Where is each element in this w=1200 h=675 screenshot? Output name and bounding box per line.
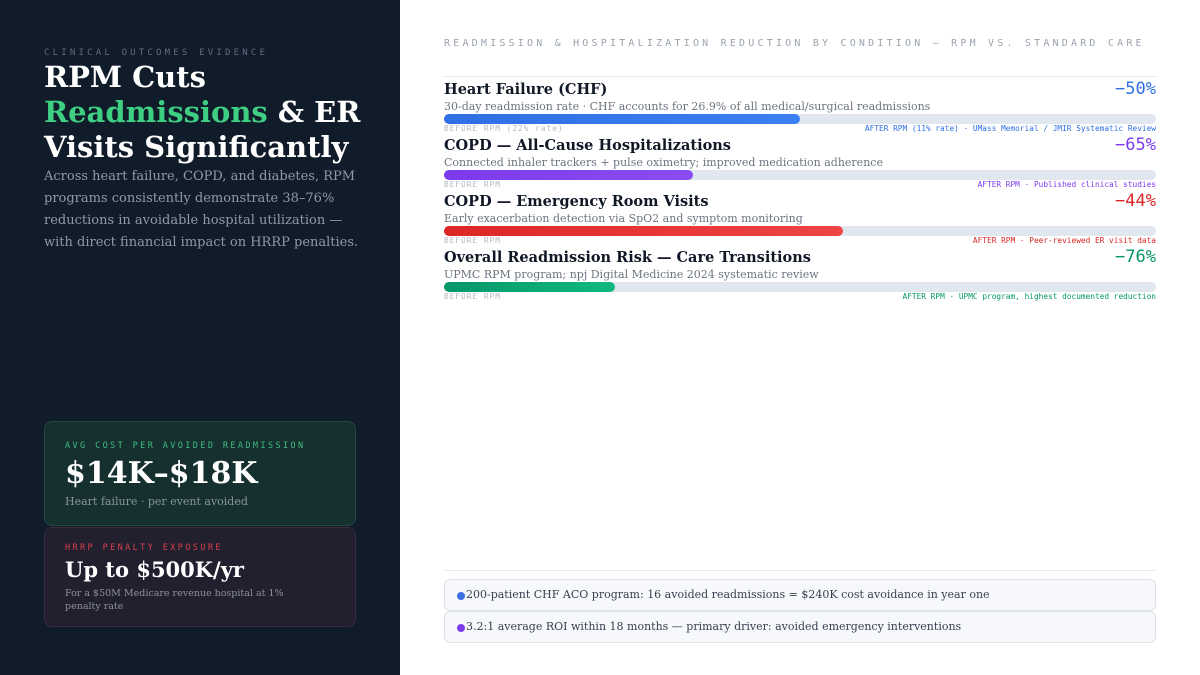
progress-track — [444, 282, 1156, 292]
progress-track — [444, 114, 1156, 124]
card-label: HRRP PENALTY EXPOSURE — [65, 543, 223, 553]
left-panel: CLINICAL OUTCOMES EVIDENCE RPM Cuts Read… — [0, 0, 400, 675]
headline-line-1: RPM Cuts — [44, 60, 206, 94]
reduction-percent: −44% — [1115, 191, 1156, 211]
before-label: BEFORE RPM — [444, 292, 501, 301]
card-label: AVG COST PER AVOIDED READMISSION — [65, 441, 306, 451]
condition-description: UPMC RPM program; npj Digital Medicine 2… — [444, 268, 819, 281]
headline-accent: Readmissions — [44, 95, 268, 129]
reduction-percent: −76% — [1115, 247, 1156, 267]
divider — [444, 76, 1156, 77]
reduction-percent: −50% — [1115, 79, 1156, 99]
reduction-percent: −65% — [1115, 135, 1156, 155]
progress-fill — [444, 282, 615, 292]
callout-note: 3.2:1 average ROI within 18 months — pri… — [444, 611, 1156, 643]
condition-row: COPD — Emergency Room Visits −44% Early … — [444, 190, 1156, 246]
hrrp-penalty-card: HRRP PENALTY EXPOSURE Up to $500K/yr For… — [44, 527, 356, 627]
after-label: AFTER RPM · UPMC program, highest docume… — [902, 292, 1156, 301]
after-label: AFTER RPM (11% rate) · UMass Memorial / … — [864, 124, 1156, 133]
bullet-dot-icon — [457, 624, 465, 632]
headline-line-2-rest: & ER — [267, 95, 361, 129]
condition-name: COPD — All-Cause Hospitalizations — [444, 137, 731, 154]
section-title: READMISSION & HOSPITALIZATION REDUCTION … — [444, 38, 1145, 49]
condition-name: Overall Readmission Risk — Care Transiti… — [444, 249, 811, 266]
progress-fill — [444, 226, 843, 236]
before-label: BEFORE RPM (22% rate) — [444, 124, 564, 133]
cost-per-readmission-card: AVG COST PER AVOIDED READMISSION $14K–$1… — [44, 421, 356, 526]
progress-fill — [444, 170, 694, 180]
before-label: BEFORE RPM — [444, 180, 501, 189]
condition-name: Heart Failure (CHF) — [444, 81, 608, 98]
progress-fill — [444, 114, 800, 124]
headline-line-3: Visits Significantly — [44, 130, 349, 164]
condition-description: Connected inhaler trackers + pulse oxime… — [444, 156, 883, 169]
card-value: $14K–$18K — [65, 456, 258, 491]
bullet-dot-icon — [457, 592, 465, 600]
callout-note: 200-patient CHF ACO program: 16 avoided … — [444, 579, 1156, 611]
after-label: AFTER RPM · Published clinical studies — [977, 180, 1156, 189]
condition-name: COPD — Emergency Room Visits — [444, 193, 709, 210]
divider — [444, 570, 1156, 571]
progress-track — [444, 170, 1156, 180]
before-label: BEFORE RPM — [444, 236, 501, 245]
condition-row: Heart Failure (CHF) −50% 30-day readmiss… — [444, 78, 1156, 134]
card-value: Up to $500K/yr — [65, 557, 244, 582]
headline: RPM Cuts Readmissions & ER Visits Signif… — [44, 60, 384, 165]
note-text: 200-patient CHF ACO program: 16 avoided … — [466, 588, 990, 601]
condition-description: 30-day readmission rate · CHF accounts f… — [444, 100, 931, 113]
intro-paragraph: Across heart failure, COPD, and diabetes… — [44, 169, 359, 250]
condition-row: COPD — All-Cause Hospitalizations −65% C… — [444, 134, 1156, 190]
progress-track — [444, 226, 1156, 236]
condition-row: Overall Readmission Risk — Care Transiti… — [444, 246, 1156, 302]
eyebrow-label: CLINICAL OUTCOMES EVIDENCE — [44, 48, 269, 58]
card-subtext: For a $50M Medicare revenue hospital at … — [65, 588, 284, 612]
condition-description: Early exacerbation detection via SpO2 an… — [444, 212, 803, 225]
after-label: AFTER RPM · Peer-reviewed ER visit data — [972, 236, 1156, 245]
card-subtext: Heart failure · per event avoided — [65, 495, 248, 508]
note-text: 3.2:1 average ROI within 18 months — pri… — [466, 620, 962, 633]
